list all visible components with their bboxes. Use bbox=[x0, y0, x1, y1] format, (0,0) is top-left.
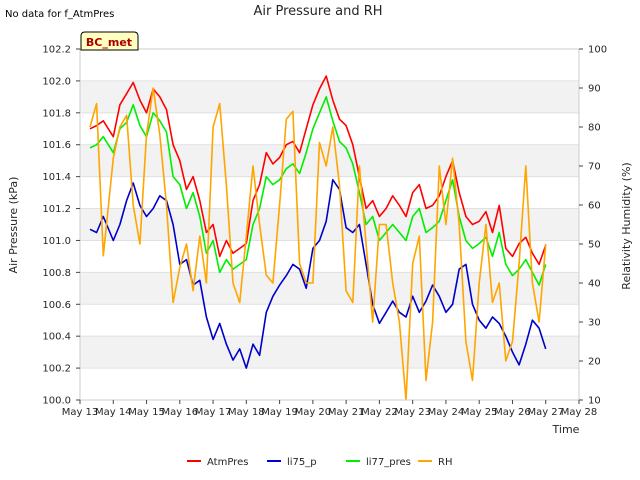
x-tick-label: May 22 bbox=[361, 407, 398, 418]
x-tick-label: May 13 bbox=[62, 407, 99, 418]
y2-tick-label: 60 bbox=[588, 201, 601, 212]
y2-tick-label: 10 bbox=[588, 396, 601, 407]
legend: AtmPres li75_p li77_pres RH bbox=[187, 457, 452, 468]
plot-frame bbox=[79, 48, 580, 401]
series-line-AtmPres bbox=[89, 75, 547, 266]
y2-tick-label: 50 bbox=[588, 240, 601, 251]
series-line-li77_pres bbox=[89, 96, 547, 286]
chart-title: Air Pressure and RH bbox=[253, 4, 382, 19]
y2-tick-label: 90 bbox=[588, 84, 601, 95]
y-tick-label: 102.0 bbox=[42, 76, 71, 87]
y-tick-label: 100.8 bbox=[42, 268, 71, 279]
series-line-li75_p bbox=[89, 179, 547, 369]
x-tick-label: May 18 bbox=[228, 407, 265, 418]
y-axis-label: Air Pressure (kPa) bbox=[7, 177, 20, 274]
x-tick-label: May 28 bbox=[561, 407, 598, 418]
right-axis: 10 20 30 40 50 60 70 80 90 100 bbox=[579, 45, 607, 407]
x-tick-label: May 15 bbox=[128, 407, 165, 418]
background-band bbox=[80, 272, 579, 305]
y2-tick-label: 100 bbox=[588, 45, 607, 56]
y-tick-label: 102.2 bbox=[42, 45, 71, 56]
y-tick-label: 101.8 bbox=[42, 108, 71, 119]
legend-label: RH bbox=[438, 457, 452, 468]
legend-label: AtmPres bbox=[207, 457, 248, 468]
x-tick-label: May 25 bbox=[461, 407, 498, 418]
legend-label: li77_pres bbox=[366, 457, 411, 468]
y-tick-label: 101.4 bbox=[42, 172, 71, 183]
y-tick-label: 101.6 bbox=[42, 140, 71, 151]
background-band bbox=[80, 336, 579, 369]
x-tick-label: May 19 bbox=[261, 407, 298, 418]
y-tick-label: 100.6 bbox=[42, 300, 71, 311]
y2-tick-label: 30 bbox=[588, 318, 601, 329]
y2-tick-label: 40 bbox=[588, 279, 601, 290]
y2-tick-label: 20 bbox=[588, 357, 601, 368]
badge-label: BC_met bbox=[86, 36, 132, 49]
y-tick-label: 100.0 bbox=[42, 396, 71, 407]
left-axis: 100.0 100.2 100.4 100.6 100.8 101.0 101.2 101.4… bbox=[42, 45, 80, 407]
y2-tick-label: 80 bbox=[588, 123, 601, 134]
x-tick-label: May 26 bbox=[494, 407, 531, 418]
x-tick-label: May 24 bbox=[428, 407, 465, 418]
y-tick-label: 101.2 bbox=[42, 204, 71, 215]
x-axis-label: Time bbox=[552, 423, 580, 436]
y-tick-label: 101.0 bbox=[42, 236, 71, 247]
x-tick-label: May 23 bbox=[394, 407, 431, 418]
y2-axis-label: Relativity Humidity (%) bbox=[620, 162, 633, 289]
no-data-note: No data for f_AtmPres bbox=[5, 9, 115, 20]
x-tick-label: May 20 bbox=[295, 407, 332, 418]
badge-box bbox=[80, 31, 139, 51]
x-tick-label: May 17 bbox=[195, 407, 232, 418]
background-band bbox=[80, 208, 579, 241]
x-tick-label: May 14 bbox=[95, 407, 132, 418]
x-tick-label: May 21 bbox=[328, 407, 365, 418]
x-tick-label: May 27 bbox=[527, 407, 564, 418]
y2-tick-label: 70 bbox=[588, 162, 601, 173]
legend-label: li75_p bbox=[287, 457, 317, 468]
x-tick-label: May 16 bbox=[162, 407, 199, 418]
station-badge: BC_met bbox=[80, 31, 139, 51]
series-line-RH bbox=[89, 87, 547, 401]
y-tick-label: 100.4 bbox=[42, 332, 71, 343]
series-lines bbox=[89, 75, 547, 401]
y-tick-label: 100.2 bbox=[42, 364, 71, 375]
